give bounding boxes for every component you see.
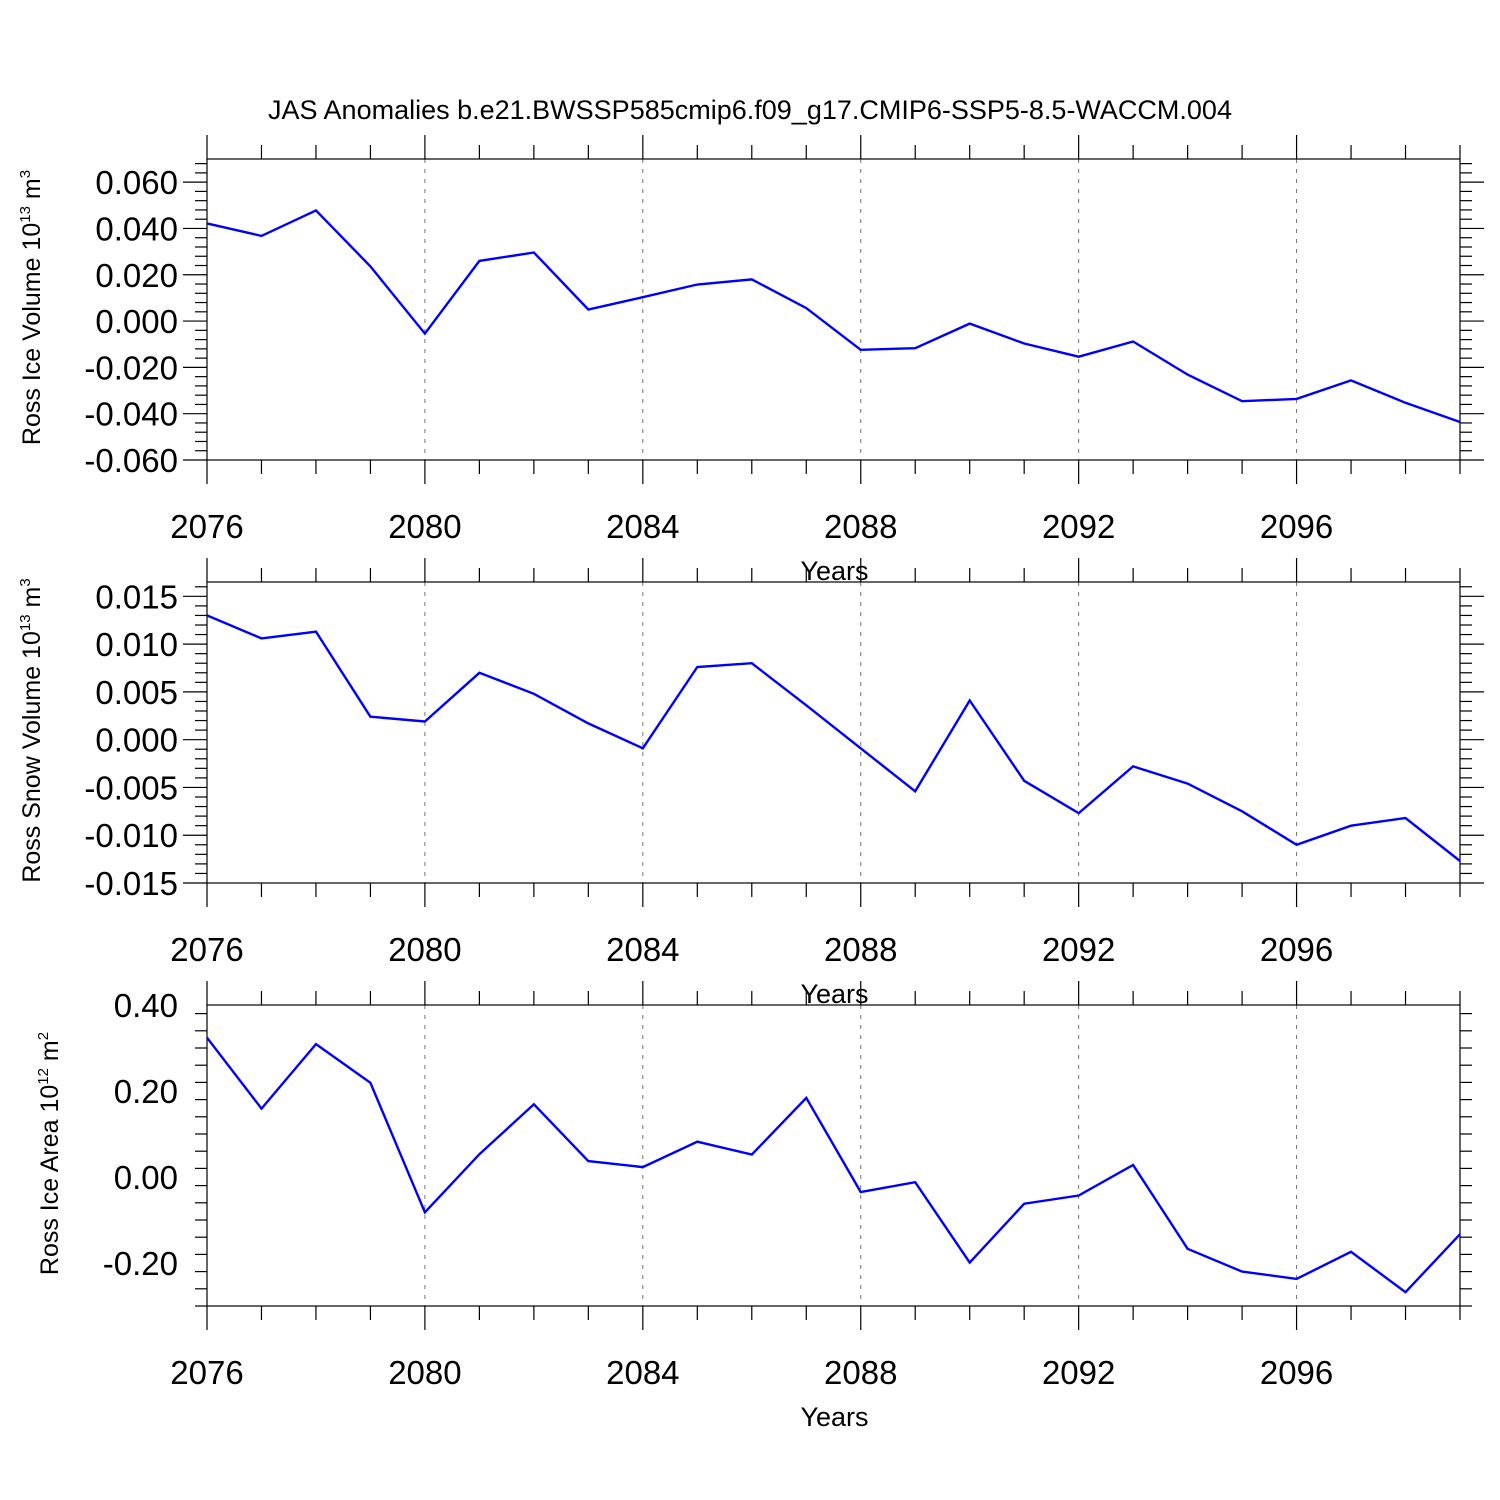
y-tick-label: -0.015 bbox=[84, 865, 178, 902]
y-axis-label: Ross Ice Area 1012 m2 bbox=[35, 1032, 64, 1275]
y-axis-label-text: m bbox=[36, 1040, 64, 1068]
panels: -0.060-0.040-0.0200.0000.0200.0400.06020… bbox=[17, 135, 1484, 1432]
y-axis-label-superscript: 3 bbox=[17, 578, 34, 586]
x-tick-label: 2096 bbox=[1260, 508, 1333, 545]
x-axis-label: Years bbox=[800, 1402, 868, 1432]
x-axis-label: Years bbox=[800, 979, 868, 1009]
y-axis-label-superscript: 13 bbox=[17, 206, 34, 223]
y-tick-label: 0.000 bbox=[95, 303, 178, 340]
y-axis-label-superscript: 2 bbox=[35, 1032, 52, 1040]
y-tick-label: 0.00 bbox=[114, 1159, 178, 1196]
y-axis-label-text: Ross Ice Area 10 bbox=[36, 1085, 64, 1275]
x-tick-label: 2076 bbox=[170, 931, 243, 968]
y-tick-label: 0.005 bbox=[95, 674, 178, 711]
y-axis-label-superscript: 12 bbox=[35, 1068, 52, 1085]
y-tick-label: 0.020 bbox=[95, 257, 178, 294]
panel-1: -0.060 -0.040 -0.020 0.000 0.020 0.040 0.060 20… bbox=[17, 135, 1484, 586]
x-tick-label: 2096 bbox=[1260, 931, 1333, 968]
y-axis-label: Ross Ice Volume 1013 m3 bbox=[17, 170, 46, 445]
y-axis-label: Ross Snow Volume 1013 m3 bbox=[17, 578, 46, 882]
y-tick-label: -0.040 bbox=[84, 396, 178, 433]
x-tick-label: 2084 bbox=[606, 931, 679, 968]
x-tick-label: 2080 bbox=[388, 1354, 461, 1391]
y-axis-label-text: Ross Snow Volume 10 bbox=[18, 631, 46, 883]
y-tick-label: 0.060 bbox=[95, 164, 178, 201]
y-axis-label-text: m bbox=[18, 178, 46, 206]
x-tick-label: 2084 bbox=[606, 1354, 679, 1391]
x-tick-label: 2092 bbox=[1042, 1354, 1115, 1391]
series-line-1 bbox=[206, 1036, 1461, 1294]
y-tick-label: 0.015 bbox=[95, 578, 178, 615]
plot-frame bbox=[206, 1004, 1461, 1307]
y-tick-label: 0.010 bbox=[95, 626, 178, 663]
y-tick-label: -0.005 bbox=[84, 769, 178, 806]
y-tick-label: -0.20 bbox=[103, 1245, 178, 1282]
x-tick-label: 2092 bbox=[1042, 508, 1115, 545]
y-tick-label: 0.40 bbox=[114, 987, 178, 1024]
x-tick-label: 2076 bbox=[170, 508, 243, 545]
y-tick-label: 0.040 bbox=[95, 210, 178, 247]
x-tick-label: 2080 bbox=[388, 508, 461, 545]
panel-2: -0.015 -0.010 -0.005 0.000 0.005 0.010 0.015 20… bbox=[17, 558, 1484, 1009]
y-tick-label: 0.000 bbox=[95, 722, 178, 759]
y-axis-label-superscript: 13 bbox=[17, 614, 34, 631]
series-line-1 bbox=[206, 208, 1461, 424]
y-tick-label: -0.060 bbox=[84, 442, 178, 479]
plot-frame bbox=[206, 581, 1461, 884]
y-axis-label-superscript: 3 bbox=[17, 170, 34, 178]
figure-title: JAS Anomalies b.e21.BWSSP585cmip6.f09_g1… bbox=[268, 95, 1232, 125]
x-axis-label: Years bbox=[800, 556, 868, 586]
y-tick-label: 0.20 bbox=[114, 1073, 178, 1110]
series-line-1 bbox=[206, 614, 1461, 862]
y-axis-label-text: Ross Ice Volume 10 bbox=[18, 223, 46, 445]
plot-frame bbox=[206, 158, 1461, 461]
y-axis-label-text: m bbox=[18, 587, 46, 615]
x-tick-label: 2088 bbox=[824, 1354, 897, 1391]
panel-3: -0.20 0.00 0.20 0.40 2076 2080 2084 2088 2092 209… bbox=[35, 981, 1472, 1432]
x-tick-label: 2076 bbox=[170, 1354, 243, 1391]
x-tick-label: 2088 bbox=[824, 931, 897, 968]
y-tick-label: -0.010 bbox=[84, 817, 178, 854]
x-tick-label: 2080 bbox=[388, 931, 461, 968]
x-tick-label: 2088 bbox=[824, 508, 897, 545]
x-tick-label: 2092 bbox=[1042, 931, 1115, 968]
x-tick-label: 2084 bbox=[606, 508, 679, 545]
y-tick-label: -0.020 bbox=[84, 349, 178, 386]
x-tick-label: 2096 bbox=[1260, 1354, 1333, 1391]
